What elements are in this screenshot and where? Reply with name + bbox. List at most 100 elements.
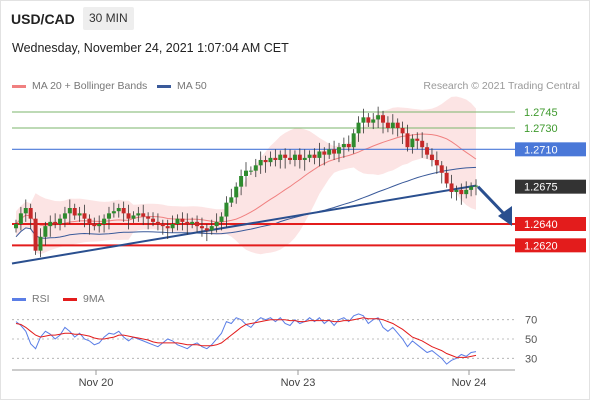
candle-body (155, 221, 160, 224)
candle-body (444, 172, 449, 184)
x-tick-label: Nov 24 (452, 377, 487, 389)
candle-body (111, 211, 116, 214)
candle-body (474, 185, 478, 187)
timeframe-badge[interactable]: 30 MIN (83, 7, 134, 30)
candle-body (87, 218, 92, 224)
rsi-tick-70: 70 (525, 315, 537, 327)
ma20-line (15, 133, 477, 226)
candle-body (239, 176, 244, 187)
candle-body (341, 144, 346, 148)
instrument-title: USD/CAD (11, 11, 75, 27)
candle-body (204, 228, 209, 231)
candle-body (92, 224, 97, 227)
candle-body (376, 115, 381, 120)
legend-ma50: MA 50 (157, 80, 207, 92)
candle-body (429, 154, 434, 160)
level-label-resistance-1: 1.2730 (524, 123, 558, 135)
level-label-support-1: 1.2640 (524, 219, 558, 231)
candle-body (439, 165, 444, 173)
candle-body (366, 117, 371, 123)
ma20-swatch (12, 84, 26, 88)
candle-body (224, 202, 229, 217)
level-label-resistance-2: 1.2745 (524, 107, 558, 119)
candle-body (199, 226, 204, 229)
candle-body (459, 189, 464, 195)
candle-body (327, 149, 332, 155)
candle-body (160, 224, 165, 227)
candle-body (170, 224, 175, 229)
candle-body (312, 154, 317, 158)
rsi-tick-30: 30 (525, 353, 537, 365)
candle-body (390, 122, 395, 128)
candle-body (385, 122, 390, 128)
level-label-support-2: 1.2620 (524, 240, 558, 252)
candle-body (469, 186, 474, 190)
candle-body (131, 215, 136, 219)
candle-body (317, 151, 322, 158)
candle-body (97, 224, 102, 227)
candle-body (77, 213, 82, 216)
candle-body (219, 216, 224, 222)
candle-body (72, 208, 77, 216)
candle-body (165, 226, 170, 229)
level-tag-support-1 (515, 217, 586, 231)
candle-body (425, 147, 430, 155)
candle-body (410, 138, 415, 148)
level-tag-pivot (515, 142, 586, 157)
candle-body (248, 170, 253, 172)
candle-body (209, 226, 214, 231)
candle-body (332, 149, 337, 154)
candle-body (405, 133, 410, 148)
bollinger-band (16, 96, 476, 255)
candle-body (434, 160, 439, 166)
candle-body (82, 213, 87, 219)
candle-body (454, 189, 459, 192)
candle-body (18, 213, 23, 224)
candle-body (253, 165, 258, 171)
candle-body (136, 213, 141, 216)
candle-body (67, 208, 72, 214)
candle-body (288, 157, 293, 160)
candle-body (62, 213, 67, 219)
chart-datetime: Wednesday, November 24, 2021 1:07:04 AM … (12, 41, 289, 55)
candle-body (23, 208, 28, 214)
candle-body (106, 213, 111, 219)
candle-body (43, 226, 48, 237)
legend-ma20: MA 20 + Bollinger Bands (12, 80, 147, 92)
candle-body (244, 170, 248, 176)
rsi-tick-50: 50 (525, 334, 537, 346)
rsi-ma-swatch (63, 297, 77, 301)
level-label-pivot: 1.2710 (524, 144, 558, 156)
rsi-ma-line (15, 317, 477, 358)
level-tag-support-2 (515, 238, 586, 253)
candle-body (14, 224, 18, 229)
candle-body (356, 122, 361, 134)
candle-body (121, 208, 126, 214)
candle-body (214, 221, 219, 227)
candle-body (420, 140, 425, 148)
level-label-current: 1.2675 (524, 182, 558, 194)
level-tag-current (515, 179, 586, 194)
candle-body (38, 236, 43, 251)
candle-body (268, 157, 273, 163)
candle-body (102, 218, 107, 224)
legend-rsi: RSI (12, 293, 50, 305)
x-tick-label: Nov 23 (281, 377, 316, 389)
candle-body (116, 208, 121, 212)
candle-body (371, 119, 376, 123)
candle-body (58, 218, 63, 224)
ma50-label: MA 50 (177, 80, 207, 92)
ma50-swatch (157, 84, 171, 88)
candle-body (322, 151, 327, 155)
candle-body (336, 147, 341, 154)
candle-body (351, 133, 356, 148)
candle-body (258, 160, 263, 166)
candle-body (273, 157, 278, 160)
candle-body (53, 221, 58, 224)
candle-body (346, 144, 351, 148)
candle-body (464, 189, 469, 195)
rsi-swatch (12, 297, 26, 301)
x-tick-label: Nov 20 (79, 377, 114, 389)
candle-body (263, 160, 268, 163)
